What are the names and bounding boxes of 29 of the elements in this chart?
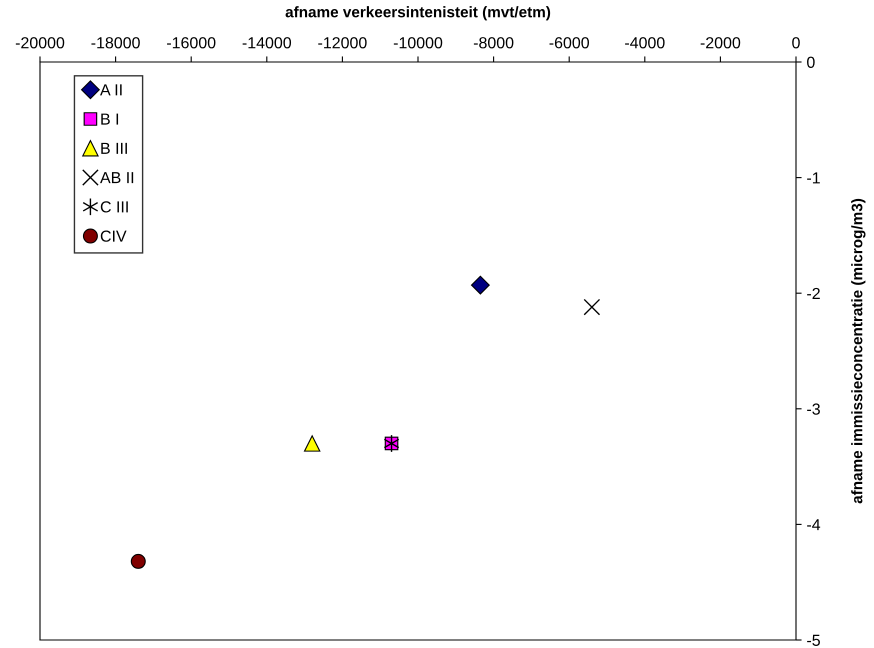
x-tick-label: -4000 [625,37,665,48]
point [584,298,600,316]
x-tick-label: -8000 [474,37,514,48]
legend-label: CIV [100,230,127,242]
legend-label: B III [101,142,127,154]
legend-label: B I [101,114,118,125]
legend-label: AB II [100,172,134,184]
point [130,554,146,569]
x-tick-label: -6000 [549,37,590,48]
x-tick-label: -16000 [167,37,216,48]
y-tick-label: -1 [807,172,820,184]
x-tick-label: -2000 [700,37,740,48]
y-tick-label: -2 [807,288,820,299]
legend-label: C III [100,201,128,213]
x-tick-label: -12000 [318,37,367,48]
y-axis-title: afname immissieconcentratie (microg/m3) [851,198,866,504]
point [304,435,320,452]
x-axis-title: afname verkeersintenisteit (mvt/etm) [286,6,550,20]
x-tick-label: -20000 [16,37,64,48]
x-tick-label: -14000 [242,37,292,48]
x-tick-label: 0 [792,37,800,48]
x-tick-label: -10000 [394,37,442,48]
y-tick-label: 0 [807,56,815,68]
y-tick-label: -5 [807,634,820,646]
y-tick-label: -3 [807,403,820,415]
legend-label: A II [100,84,122,96]
x-tick-label: -18000 [91,37,140,48]
y-tick-label: -4 [807,519,820,530]
point [470,276,490,294]
